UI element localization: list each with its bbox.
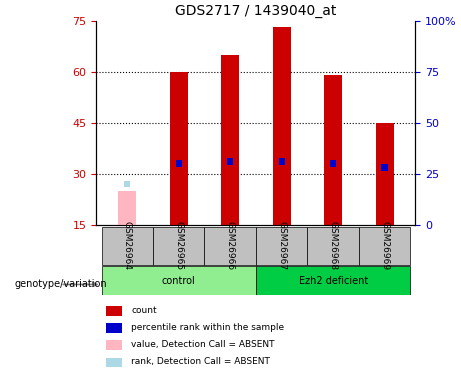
Text: control: control [162,276,195,286]
Bar [376,123,394,225]
Bar [324,75,342,225]
Text: Ezh2 deficient: Ezh2 deficient [299,276,368,286]
Text: GSM26965: GSM26965 [174,221,183,270]
FancyBboxPatch shape [153,226,205,265]
FancyBboxPatch shape [307,226,359,265]
Bar [381,164,388,171]
Text: rank, Detection Call = ABSENT: rank, Detection Call = ABSENT [131,357,270,366]
Bar [106,357,122,367]
Text: GSM26969: GSM26969 [380,221,389,270]
Text: GSM26967: GSM26967 [277,221,286,270]
Text: count: count [131,306,157,315]
Bar [272,27,291,225]
Bar [118,191,136,225]
Bar [106,306,122,316]
FancyBboxPatch shape [256,226,307,265]
Text: GSM26964: GSM26964 [123,221,132,270]
Text: genotype/variation: genotype/variation [14,279,106,290]
Text: GSM26966: GSM26966 [226,221,235,270]
Bar [221,55,239,225]
Title: GDS2717 / 1439040_at: GDS2717 / 1439040_at [175,4,337,18]
Bar [278,158,285,165]
Text: GSM26968: GSM26968 [329,221,337,270]
Bar [124,181,130,188]
FancyBboxPatch shape [359,226,410,265]
Bar [106,340,122,350]
Text: percentile rank within the sample: percentile rank within the sample [131,323,284,332]
FancyBboxPatch shape [101,226,153,265]
FancyBboxPatch shape [205,226,256,265]
Bar [106,323,122,333]
FancyBboxPatch shape [256,266,410,295]
Text: value, Detection Call = ABSENT: value, Detection Call = ABSENT [131,340,275,349]
FancyBboxPatch shape [101,266,256,295]
Bar [176,160,182,167]
Bar [170,72,188,225]
Bar [330,160,336,167]
Bar [227,158,233,165]
